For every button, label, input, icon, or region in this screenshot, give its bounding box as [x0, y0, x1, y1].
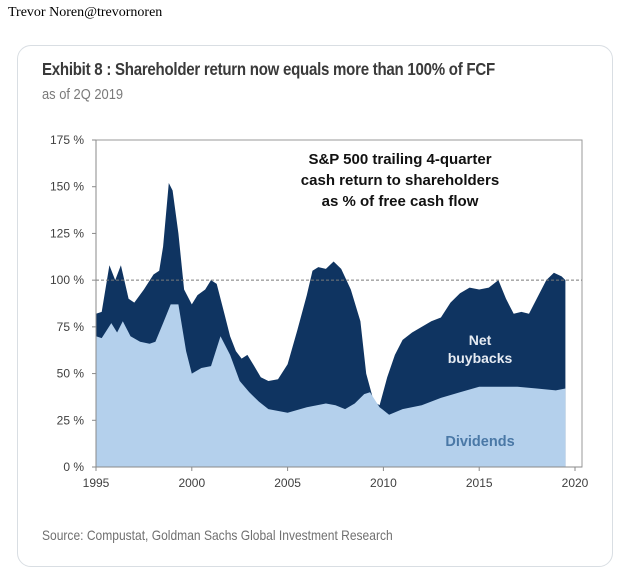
y-tick-label: 25 %	[57, 413, 85, 427]
x-tick-label: 2010	[370, 476, 397, 490]
x-tick-label: 2020	[562, 476, 589, 490]
net-buybacks-label-2: buybacks	[448, 350, 513, 366]
chart-annotation: S&P 500 trailing 4-quarter cash return t…	[301, 151, 499, 210]
y-tick-label: 0 %	[63, 460, 84, 474]
dividends-area	[96, 304, 566, 467]
y-tick-label: 50 %	[57, 367, 85, 381]
chart-subtitle: as of 2Q 2019	[42, 86, 124, 103]
x-tick-label: 2000	[178, 476, 205, 490]
annotation-line-3: as % of free cash flow	[322, 193, 479, 210]
y-tick-label: 100 %	[50, 273, 84, 287]
x-tick-label: 2015	[466, 476, 493, 490]
x-tick-label: 2005	[274, 476, 301, 490]
annotation-line-1: S&P 500 trailing 4-quarter	[308, 151, 491, 168]
y-tick-label: 75 %	[57, 320, 85, 334]
x-ticks: 1995 2000 2005 2010 2015 2020	[83, 467, 589, 490]
dividends-label: Dividends	[445, 434, 514, 450]
x-tick-label: 1995	[83, 476, 110, 490]
chart-title: Exhibit 8 : Shareholder return now equal…	[42, 59, 495, 79]
post-author: Trevor Noren@trevornoren	[8, 5, 163, 20]
y-tick-label: 125 %	[50, 226, 84, 240]
y-tick-label: 175 %	[50, 133, 84, 147]
y-tick-label: 150 %	[50, 180, 84, 194]
plot-area	[95, 139, 583, 468]
annotation-line-2: cash return to shareholders	[301, 172, 499, 189]
net-buybacks-label-1: Net	[469, 332, 492, 348]
chart-source: Source: Compustat, Goldman Sachs Global …	[42, 527, 393, 543]
y-ticks: 0 % 25 % 50 % 75 % 100 % 125 % 150 % 175 %	[50, 133, 96, 474]
